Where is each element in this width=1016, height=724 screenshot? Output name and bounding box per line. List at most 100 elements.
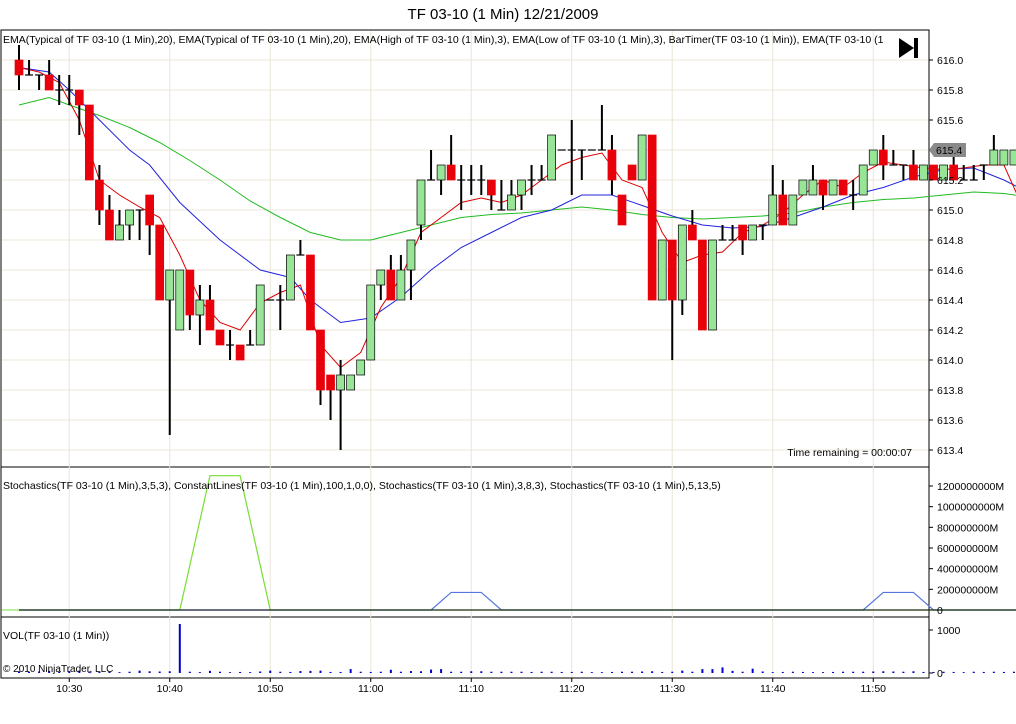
stoch-tick-label: 200000000M: [937, 584, 998, 596]
volume-bar: [681, 670, 684, 673]
candle-body-up: [336, 374, 345, 391]
candle: [647, 134, 657, 301]
candle: [798, 179, 808, 196]
candle-body-up: [356, 359, 366, 376]
stoch-tick-label: 1200000000M: [937, 481, 1004, 493]
play-end-icon[interactable]: [899, 38, 918, 58]
volume-bars: [18, 623, 1015, 673]
candle: [979, 164, 988, 180]
candle: [195, 285, 205, 345]
candle-body-up: [366, 284, 376, 361]
candle-body-up: [798, 179, 808, 196]
candle-body-down: [698, 239, 707, 331]
volume-bar: [962, 672, 965, 673]
candle-body-down: [386, 269, 396, 301]
candle: [617, 194, 627, 226]
volume-bar: [239, 671, 242, 673]
volume-bar: [520, 671, 523, 673]
volume-bar: [832, 671, 835, 673]
volume-bar: [922, 671, 925, 673]
candle-body-down: [155, 224, 165, 301]
candle: [838, 179, 848, 196]
stochastics-label: Stochastics(TF 03-10 (1 Min),3,5,3), Con…: [3, 480, 721, 492]
volume-bar: [409, 671, 412, 673]
volume-bar: [1002, 671, 1005, 673]
candle: [919, 164, 928, 181]
volume-bar: [530, 671, 533, 673]
candle: [969, 165, 978, 181]
candle-body-down: [105, 209, 114, 241]
volume-bar: [138, 670, 141, 673]
candle-body-up: [677, 224, 687, 301]
volume-tick-label: 0: [937, 668, 943, 680]
candle: [346, 374, 355, 391]
axis-labels: 10:30 10:40 10:50 11:00 11:10 11:20 11:30 11:40…: [56, 55, 1004, 695]
volume-bar: [18, 671, 20, 673]
candle-body-up: [637, 134, 647, 181]
candle: [286, 254, 295, 301]
candle: [416, 179, 426, 240]
volume-bar: [430, 669, 433, 673]
candle-body-down: [84, 104, 94, 181]
candle: [436, 164, 446, 195]
volume-bar: [570, 671, 573, 673]
candle: [758, 224, 767, 240]
volume-bar: [108, 671, 111, 673]
candle-body-up: [255, 284, 265, 346]
candle: [406, 239, 416, 300]
volume-bar: [791, 671, 794, 673]
candle: [55, 75, 64, 105]
candle: [175, 269, 185, 331]
y-tick-label: 615.6: [937, 115, 963, 127]
candle: [657, 239, 667, 301]
volume-bar: [158, 671, 161, 673]
candle: [276, 285, 285, 330]
candle: [828, 179, 838, 196]
candle-body-up: [286, 254, 295, 301]
volume-bar: [550, 671, 553, 673]
volume-bar: [490, 671, 493, 673]
y-tick-label: 614.0: [937, 355, 963, 367]
candle: [999, 149, 1009, 166]
candle-body-down: [446, 164, 456, 181]
x-tick-label: 11:00: [358, 683, 384, 695]
candle: [376, 269, 386, 300]
volume-bar: [721, 667, 724, 673]
candle-body-up: [657, 239, 667, 301]
copyright-text: © 2010 NinjaTrader, LLC: [3, 664, 113, 675]
candle: [326, 374, 335, 420]
candle-body-up: [165, 269, 175, 301]
candle: [768, 165, 778, 226]
volume-bar: [379, 671, 382, 673]
candle: [687, 210, 697, 241]
candle-body-down: [44, 74, 54, 91]
volume-bar: [631, 671, 634, 673]
candle: [446, 135, 456, 181]
candle: [537, 165, 546, 181]
candle-body-up: [858, 164, 868, 196]
volume-bar: [88, 671, 91, 673]
y-tick-label: 614.2: [937, 325, 963, 337]
candle-body-up: [436, 164, 446, 181]
volume-bar: [932, 671, 935, 673]
y-tick-label: 613.8: [937, 385, 963, 397]
candle: [65, 75, 74, 105]
candle-body-down: [838, 179, 848, 196]
candle-body-up: [828, 179, 838, 196]
candle: [748, 224, 758, 241]
candle: [637, 134, 647, 181]
x-tick-label: 11:40: [760, 683, 786, 695]
volume-bar: [420, 671, 422, 673]
volume-bar: [98, 671, 101, 673]
candle: [467, 165, 476, 195]
volume-bar: [972, 671, 975, 673]
volume-bar: [942, 671, 945, 673]
volume-bar: [992, 671, 995, 673]
candle-body-down: [14, 59, 24, 76]
price-indicator-label: EMA(Typical of TF 03-10 (1 Min),20), EMA…: [3, 34, 884, 46]
candle-body-down: [185, 269, 195, 316]
x-tick-label: 11:10: [459, 683, 485, 695]
candle: [708, 239, 717, 331]
candle-body-down: [145, 194, 154, 226]
volume-bar: [148, 671, 151, 673]
